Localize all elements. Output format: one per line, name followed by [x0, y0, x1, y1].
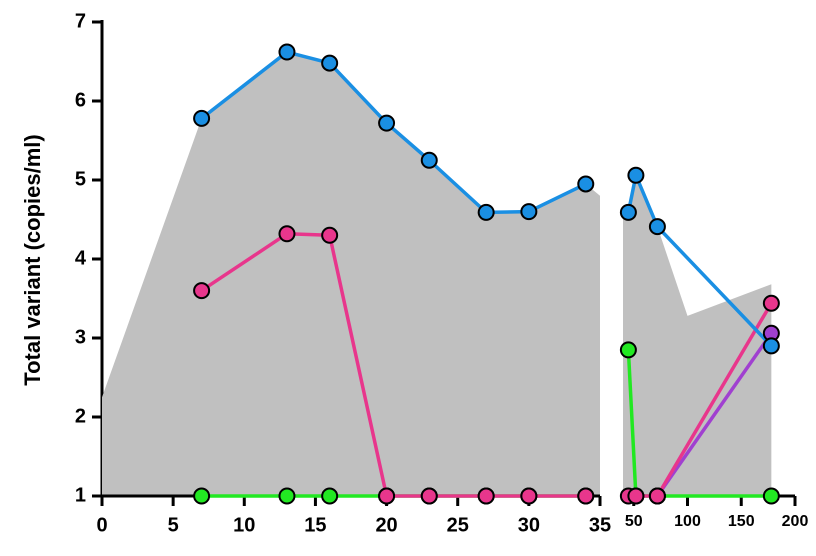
data-point: [378, 487, 396, 505]
data-point: [278, 487, 296, 505]
data-point: [321, 226, 339, 244]
data-point: [627, 166, 645, 184]
data-point: [278, 43, 296, 61]
data-point: [762, 487, 780, 505]
y-tick-label: 2: [75, 405, 86, 427]
data-point: [520, 487, 538, 505]
series-line: [626, 173, 773, 348]
x-tick-label: 5: [168, 514, 179, 536]
y-tick-label: 6: [75, 89, 86, 111]
series-line: [655, 332, 773, 498]
data-point: [193, 109, 211, 127]
data-point: [321, 54, 339, 72]
y-tick-label: 7: [75, 10, 86, 32]
data-point: [762, 337, 780, 355]
data-point: [762, 294, 780, 312]
x-tick-label: 150: [728, 513, 755, 530]
x-tick-label: 25: [447, 514, 469, 536]
data-point: [420, 487, 438, 505]
y-tick-label: 1: [75, 484, 86, 506]
x-tick-label: 15: [304, 514, 326, 536]
y-tick-label: 3: [75, 326, 86, 348]
data-point: [619, 341, 637, 359]
data-point: [648, 487, 666, 505]
x-tick-label: 0: [96, 514, 107, 536]
data-point: [378, 114, 396, 132]
x-tick-label: 30: [518, 514, 540, 536]
data-point: [321, 487, 339, 505]
x-tick-label: 10: [233, 514, 255, 536]
x-tick-label: 50: [625, 513, 643, 530]
data-point: [577, 175, 595, 193]
area: [102, 52, 600, 497]
x-tick-label: 100: [674, 513, 701, 530]
y-axis-label: Total variant (copies/ml): [20, 134, 45, 385]
data-point: [577, 487, 595, 505]
data-point: [278, 225, 296, 243]
data-point: [648, 218, 666, 236]
data-point: [193, 282, 211, 300]
x-tick-label: 20: [375, 514, 397, 536]
data-point: [619, 203, 637, 221]
data-point: [627, 487, 645, 505]
y-tick-label: 4: [75, 247, 87, 269]
data-point: [520, 203, 538, 221]
data-point: [477, 487, 495, 505]
x-tick-label: 35: [589, 514, 611, 536]
data-point: [477, 203, 495, 221]
y-tick-label: 5: [75, 168, 86, 190]
area: [623, 175, 772, 496]
data-point: [420, 151, 438, 169]
x-tick-label: 200: [782, 513, 809, 530]
data-point: [193, 487, 211, 505]
